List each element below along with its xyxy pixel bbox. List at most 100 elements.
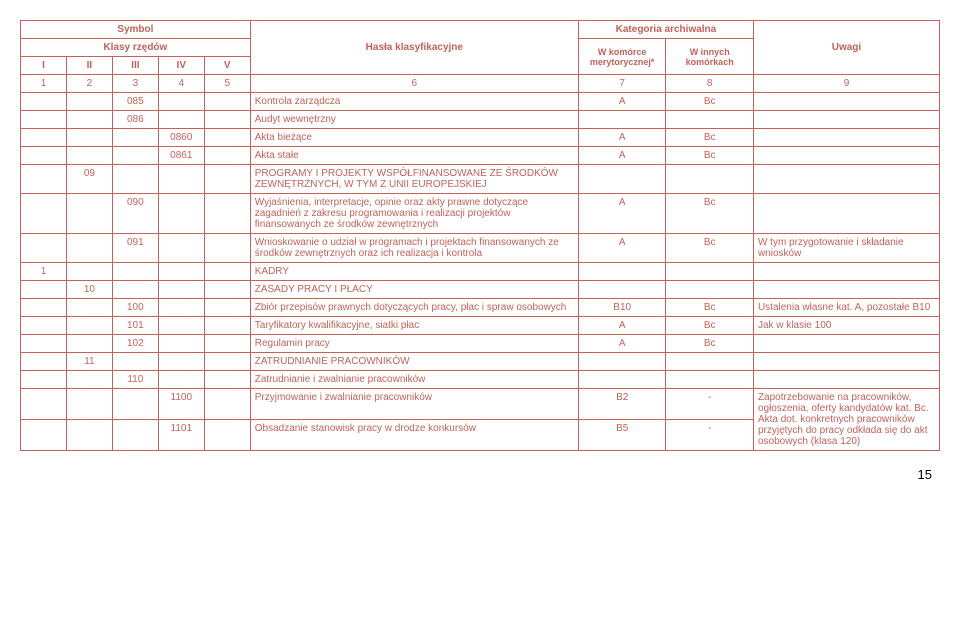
table-row: 086 Audyt wewnętrzny	[21, 111, 940, 129]
uwagi-cell	[753, 371, 939, 389]
symbol-cell	[204, 299, 250, 317]
uwagi-cell	[753, 147, 939, 165]
uwagi-cell: Zapotrzebowanie na pracowników, ogłoszen…	[753, 389, 939, 451]
symbol-cell: 10	[66, 281, 112, 299]
table-row: 0860 Akta bieżąceABc	[21, 129, 940, 147]
header-colnum: 8	[666, 75, 754, 93]
symbol-cell: 1100	[158, 389, 204, 420]
uwagi-cell: Jak w klasie 100	[753, 317, 939, 335]
symbol-cell	[204, 317, 250, 335]
kat2-cell: Bc	[666, 335, 754, 353]
header-roman: III	[112, 57, 158, 75]
symbol-cell	[112, 420, 158, 451]
kat2-cell: Bc	[666, 194, 754, 234]
uwagi-cell	[753, 93, 939, 111]
symbol-cell	[204, 420, 250, 451]
table-row: 090Wyjaśnienia, interpretacje, opinie or…	[21, 194, 940, 234]
symbol-cell	[21, 353, 67, 371]
kat2-cell: Bc	[666, 234, 754, 263]
symbol-cell	[112, 353, 158, 371]
symbol-cell	[21, 389, 67, 420]
kat2-cell	[666, 371, 754, 389]
symbol-cell	[66, 234, 112, 263]
header-kom1: W komórce merytorycznej*	[578, 39, 666, 75]
kat2-cell: Bc	[666, 129, 754, 147]
hasla-cell: Audyt wewnętrzny	[250, 111, 578, 129]
symbol-cell	[204, 234, 250, 263]
symbol-cell	[158, 317, 204, 335]
hasla-cell: ZASADY PRACY I PŁACY	[250, 281, 578, 299]
symbol-cell: 11	[66, 353, 112, 371]
header-colnum: 9	[753, 75, 939, 93]
kat2-cell: Bc	[666, 317, 754, 335]
kat1-cell	[578, 263, 666, 281]
kat1-cell: A	[578, 335, 666, 353]
symbol-cell	[158, 93, 204, 111]
uwagi-cell: W tym przygotowanie i składanie wniosków	[753, 234, 939, 263]
symbol-cell	[66, 335, 112, 353]
symbol-cell	[204, 263, 250, 281]
symbol-cell: 102	[112, 335, 158, 353]
symbol-cell: 110	[112, 371, 158, 389]
table-row: 11ZATRUDNIANIE PRACOWNIKÓW	[21, 353, 940, 371]
symbol-cell	[21, 371, 67, 389]
symbol-cell: 090	[112, 194, 158, 234]
symbol-cell	[66, 263, 112, 281]
symbol-cell	[112, 129, 158, 147]
uwagi-cell	[753, 335, 939, 353]
kat1-cell: B10	[578, 299, 666, 317]
uwagi-cell	[753, 194, 939, 234]
symbol-cell	[158, 165, 204, 194]
kat1-cell	[578, 281, 666, 299]
uwagi-cell	[753, 111, 939, 129]
hasla-cell: KADRY	[250, 263, 578, 281]
uwagi-cell	[753, 281, 939, 299]
symbol-cell	[204, 194, 250, 234]
symbol-cell	[204, 93, 250, 111]
kat1-cell	[578, 371, 666, 389]
classification-table: Symbol Hasła klasyfikacyjne Kategoria ar…	[20, 20, 940, 451]
header-colnum: 5	[204, 75, 250, 93]
hasla-cell: Akta bieżące	[250, 129, 578, 147]
symbol-cell	[112, 389, 158, 420]
symbol-cell	[66, 299, 112, 317]
table-row: 100Zbiór przepisów prawnych dotyczących …	[21, 299, 940, 317]
symbol-cell	[21, 234, 67, 263]
table-body: 085Kontrola zarządczaABc086Audyt wewnętr…	[21, 93, 940, 451]
symbol-cell	[66, 129, 112, 147]
kat1-cell: B2	[578, 389, 666, 420]
kat1-cell: A	[578, 147, 666, 165]
symbol-cell	[66, 93, 112, 111]
kat1-cell: A	[578, 93, 666, 111]
table-row: 110Zatrudnianie i zwalnianie pracowników	[21, 371, 940, 389]
header-hasla: Hasła klasyfikacyjne	[250, 21, 578, 75]
uwagi-cell	[753, 165, 939, 194]
symbol-cell	[204, 335, 250, 353]
header-roman: IV	[158, 57, 204, 75]
header-uwagi: Uwagi	[753, 21, 939, 75]
symbol-cell	[158, 299, 204, 317]
symbol-cell	[21, 111, 67, 129]
table-row: 1100Przyjmowanie i zwalnianie pracownikó…	[21, 389, 940, 420]
symbol-cell: 086	[112, 111, 158, 129]
table-header: Symbol Hasła klasyfikacyjne Kategoria ar…	[21, 21, 940, 93]
kat1-cell	[578, 111, 666, 129]
kat2-cell	[666, 281, 754, 299]
table-row: 091Wnioskowanie o udział w programach i …	[21, 234, 940, 263]
symbol-cell	[204, 111, 250, 129]
symbol-cell: 100	[112, 299, 158, 317]
symbol-cell: 0860	[158, 129, 204, 147]
symbol-cell: 1101	[158, 420, 204, 451]
symbol-cell	[158, 371, 204, 389]
kat1-cell: A	[578, 317, 666, 335]
kat1-cell: A	[578, 129, 666, 147]
symbol-cell	[66, 317, 112, 335]
symbol-cell	[204, 165, 250, 194]
symbol-cell	[66, 147, 112, 165]
symbol-cell: 09	[66, 165, 112, 194]
header-colnum: 1	[21, 75, 67, 93]
symbol-cell	[21, 129, 67, 147]
kat2-cell: -	[666, 389, 754, 420]
symbol-cell	[158, 194, 204, 234]
hasla-cell: PROGRAMY I PROJEKTY WSPÓŁFINANSOWANE ZE …	[250, 165, 578, 194]
